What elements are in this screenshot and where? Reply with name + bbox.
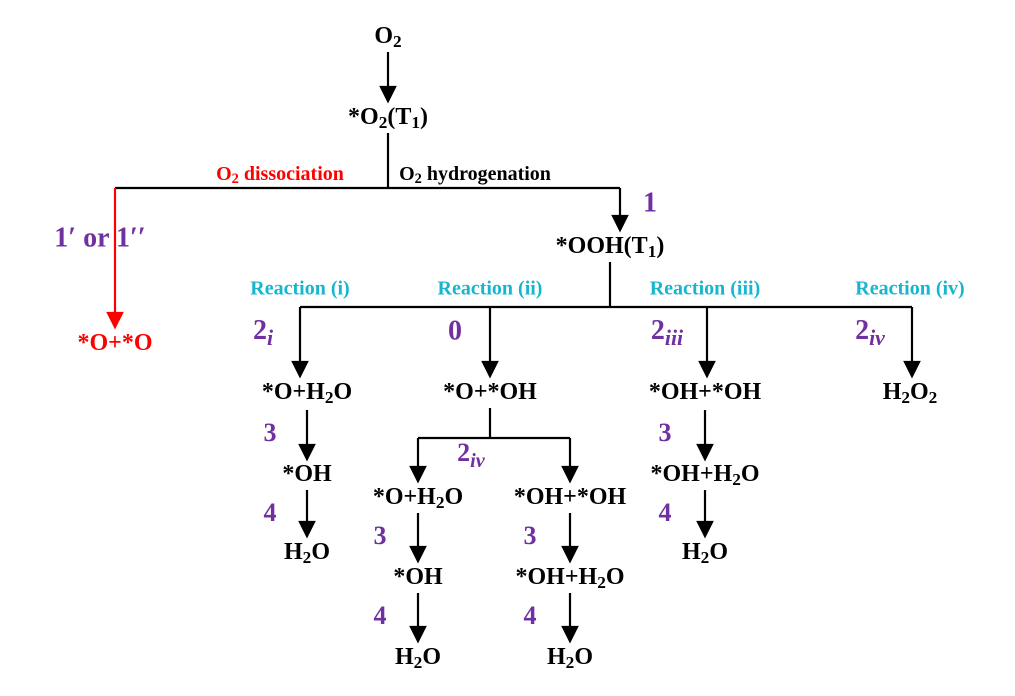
node-OH_i: *OH (282, 461, 332, 487)
step-s4iii: 4 (659, 498, 672, 527)
step-s4iiL: 4 (374, 601, 387, 630)
label-riv: Reaction (iv) (855, 278, 964, 300)
step-s3iiL: 3 (374, 521, 387, 550)
step-s3i: 3 (264, 418, 277, 447)
node-OHOH_iii: *OH+*OH (649, 379, 762, 405)
node-OH2O_iiL: *O+H2O (373, 484, 463, 512)
node-O2: O2 (374, 23, 401, 51)
node-OO: *O+*O (77, 330, 152, 356)
label-ri: Reaction (i) (250, 278, 349, 300)
label-hydro: O2 hydrogenation (399, 163, 551, 188)
step-s2iv_ii: 2iv (457, 438, 486, 472)
step-s2iv: 2iv (855, 315, 885, 350)
node-OHOH_iiR: *OH+*OH (514, 484, 627, 510)
label-riii: Reaction (iii) (650, 278, 761, 300)
step-s3iii: 3 (659, 418, 672, 447)
step-s4iiR: 4 (524, 601, 537, 630)
node-starO2T1: *O2(T1) (348, 104, 428, 132)
node-OHH2O_iii: *OH+H2O (651, 461, 760, 489)
node-OHH2O_iiR: *OH+H2O (516, 564, 625, 592)
node-OH_iiL: *OH (393, 564, 443, 590)
step-s0: 0 (448, 315, 462, 346)
step-s4i: 4 (264, 498, 277, 527)
node-H2O2: H2O2 (883, 379, 938, 407)
step-s2iii: 2iii (651, 315, 683, 350)
label-rii: Reaction (ii) (438, 278, 543, 300)
node-H2O_i: H2O (284, 539, 330, 567)
label-dissoc: O2 dissociation (216, 163, 344, 188)
node-OH2O_i: *O+H2O (262, 379, 352, 407)
step-s3iiR: 3 (524, 521, 537, 550)
node-OOHT1: *OOH(T1) (556, 233, 665, 261)
step-s1a: 1′ or 1′′ (54, 222, 146, 253)
reaction-flowchart: O2 *O2(T1) *O+*O *OOH(T1) *O+H2O *O+*OH *OH+*O… (0, 0, 1015, 696)
step-s2i: 2i (253, 315, 273, 350)
node-OstarOH: *O+*OH (443, 379, 537, 405)
node-H2O_iiR: H2O (547, 644, 593, 672)
node-H2O_iii: H2O (682, 539, 728, 567)
node-H2O_iiL: H2O (395, 644, 441, 672)
step-s1: 1 (643, 187, 657, 218)
